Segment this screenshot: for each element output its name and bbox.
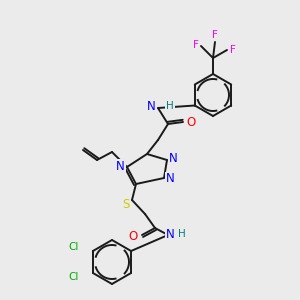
Text: N: N xyxy=(166,227,175,241)
Text: Cl: Cl xyxy=(69,272,79,282)
Text: N: N xyxy=(169,152,178,166)
Text: H: H xyxy=(178,229,186,239)
Text: F: F xyxy=(230,45,236,55)
Text: H: H xyxy=(166,101,174,111)
Text: F: F xyxy=(212,30,218,40)
Text: S: S xyxy=(122,199,130,212)
Text: N: N xyxy=(166,172,175,185)
Text: Cl: Cl xyxy=(69,242,79,252)
Text: N: N xyxy=(116,160,125,172)
Text: F: F xyxy=(193,40,199,50)
Text: N: N xyxy=(147,100,156,112)
Text: O: O xyxy=(128,230,138,244)
Text: O: O xyxy=(186,116,196,128)
